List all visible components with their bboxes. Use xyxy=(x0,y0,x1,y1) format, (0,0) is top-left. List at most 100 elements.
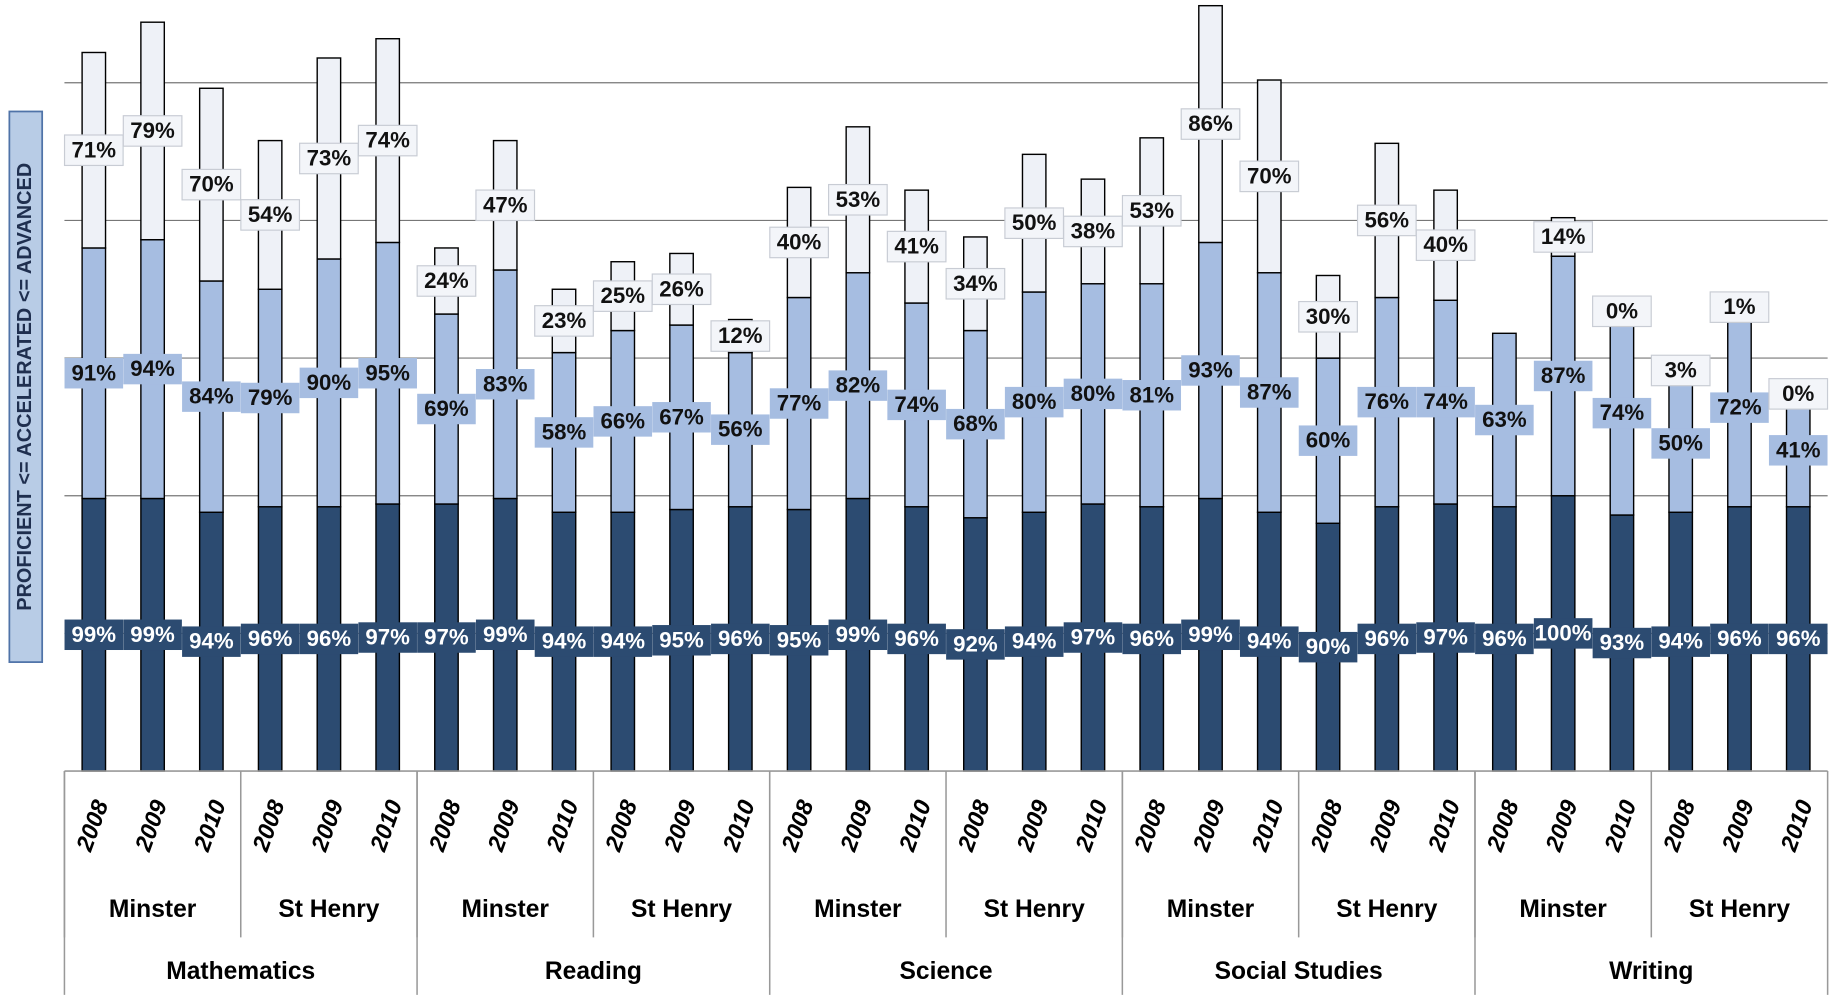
value-label-box xyxy=(769,625,829,656)
value-label-box xyxy=(299,142,359,175)
value-label: 76% xyxy=(1365,389,1410,414)
value-label-box xyxy=(887,389,946,421)
value-label: 82% xyxy=(836,373,881,398)
value-label-box xyxy=(1475,404,1534,436)
value-label: 96% xyxy=(1129,626,1174,651)
value-label: 74% xyxy=(365,128,410,153)
value-label-box xyxy=(1298,300,1358,333)
value-label: 41% xyxy=(1776,437,1821,462)
value-label-box xyxy=(417,622,476,653)
value-label-box xyxy=(1416,386,1475,418)
value-label: 94% xyxy=(189,629,234,654)
value-label-box xyxy=(240,382,300,414)
x-tick-label: 2010 xyxy=(1070,797,1113,856)
value-label: 97% xyxy=(424,625,469,650)
value-label-box xyxy=(64,619,124,651)
value-label-box xyxy=(828,619,888,651)
x-tick-label: 2009 xyxy=(129,797,172,856)
value-label-box xyxy=(1592,295,1652,328)
value-label: 94% xyxy=(542,629,587,654)
x-tick-label: 2008 xyxy=(776,797,819,856)
value-label-box xyxy=(886,230,947,263)
value-label: 41% xyxy=(894,234,939,259)
value-label-box xyxy=(417,393,476,425)
value-label-box xyxy=(1709,291,1770,323)
value-label-box xyxy=(946,408,1005,440)
x-tick-label: 2009 xyxy=(482,797,525,856)
value-label-box xyxy=(652,625,711,656)
value-label: 93% xyxy=(1600,630,1645,655)
value-label: 40% xyxy=(777,229,822,254)
school-label: Minster xyxy=(461,896,549,923)
value-label-box xyxy=(1298,631,1358,663)
value-label: 94% xyxy=(1247,629,1292,654)
value-label: 0% xyxy=(1782,381,1814,406)
value-label: 56% xyxy=(718,417,763,442)
value-label: 38% xyxy=(1071,218,1116,243)
value-label-box xyxy=(475,619,535,651)
school-label: St Henry xyxy=(984,896,1085,923)
value-label: 80% xyxy=(1012,389,1057,414)
value-label-box xyxy=(1122,380,1182,411)
value-label-box xyxy=(946,629,1005,660)
value-label: 99% xyxy=(1188,622,1233,647)
value-label: 100% xyxy=(1535,620,1592,645)
x-tick-label: 2008 xyxy=(1305,797,1348,856)
value-label-box xyxy=(887,623,946,655)
school-label: St Henry xyxy=(631,896,732,923)
value-label-box xyxy=(182,381,241,412)
x-tick-label: 2010 xyxy=(541,797,584,856)
value-label-box xyxy=(1357,386,1417,418)
value-label: 26% xyxy=(659,276,704,301)
value-label: 23% xyxy=(542,308,587,333)
value-label: 91% xyxy=(72,360,117,385)
value-label-box xyxy=(1239,626,1299,657)
value-label: 67% xyxy=(659,404,704,429)
value-label: 99% xyxy=(483,622,528,647)
x-tick-label: 2008 xyxy=(600,797,643,856)
value-label-box xyxy=(1121,194,1182,227)
value-label-box xyxy=(1710,623,1769,655)
x-tick-label: 2010 xyxy=(1422,797,1465,856)
value-label: 72% xyxy=(1717,395,1762,420)
x-tick-label: 2010 xyxy=(188,797,231,856)
value-label-box xyxy=(1533,360,1593,392)
value-label: 95% xyxy=(659,627,704,652)
value-label: 40% xyxy=(1423,232,1468,257)
subject-label: Mathematics xyxy=(166,958,315,985)
y-axis-label: PROFICIENT <= ACCELERATED <= ADVANCED xyxy=(14,163,36,611)
value-label: 81% xyxy=(1129,382,1174,407)
x-tick-label: 2009 xyxy=(1364,797,1407,856)
x-tick-label: 2010 xyxy=(365,797,408,856)
x-tick-label: 2009 xyxy=(1540,797,1583,856)
x-tick-label: 2010 xyxy=(1775,797,1818,856)
value-label: 84% xyxy=(189,384,234,409)
value-label-box xyxy=(358,622,417,653)
value-label-box xyxy=(299,623,359,655)
value-label: 53% xyxy=(1129,198,1174,223)
value-label-box xyxy=(593,406,653,437)
value-label: 79% xyxy=(130,118,175,143)
value-label-box xyxy=(240,199,301,231)
value-label: 95% xyxy=(777,627,822,652)
value-label: 86% xyxy=(1188,111,1233,136)
value-label-box xyxy=(1122,623,1182,655)
value-label: 56% xyxy=(1365,207,1410,232)
value-label: 68% xyxy=(953,411,998,436)
value-label: 66% xyxy=(601,408,646,433)
value-label-box xyxy=(1592,627,1652,659)
value-label-box xyxy=(1415,229,1476,262)
value-label-box xyxy=(1416,622,1475,653)
value-label-box xyxy=(1063,378,1123,410)
x-tick-label: 2008 xyxy=(247,797,290,856)
value-label: 97% xyxy=(1423,625,1468,650)
value-label-box xyxy=(1063,622,1123,653)
value-label-box xyxy=(1004,207,1065,239)
value-label-box xyxy=(769,226,829,259)
x-tick-label: 2010 xyxy=(893,797,936,856)
value-label-box xyxy=(475,189,536,222)
value-label: 70% xyxy=(1247,163,1292,188)
value-label-box xyxy=(1651,626,1710,657)
value-label: 74% xyxy=(1600,400,1645,425)
